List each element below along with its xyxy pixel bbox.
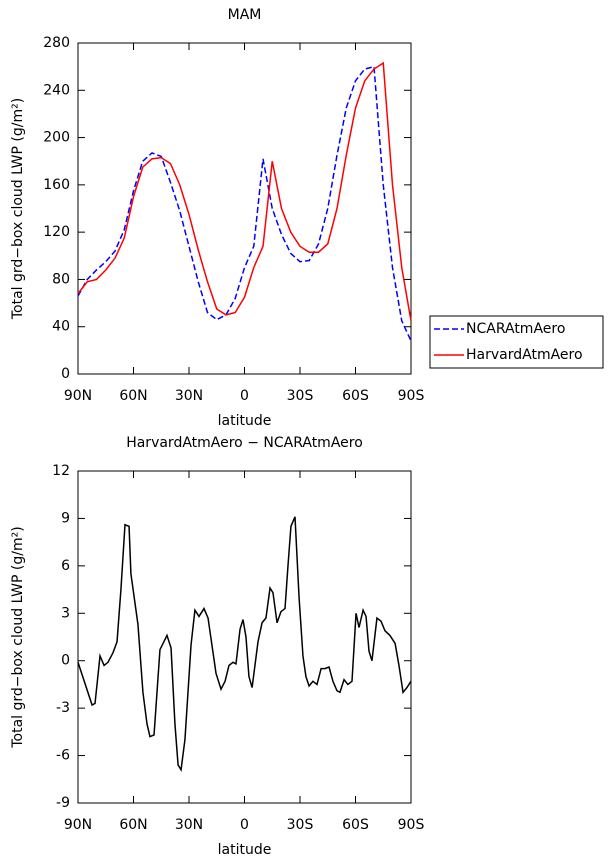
- x-tick-label: 60S: [342, 388, 369, 404]
- x-axis-label: latitude: [218, 413, 272, 429]
- x-tick-label: 60S: [342, 817, 369, 833]
- x-tick-label: 0: [240, 817, 249, 833]
- x-axis-label: latitude: [218, 842, 272, 858]
- y-tick-label: 0: [61, 366, 70, 382]
- chart-title: HarvardAtmAero − NCARAtmAero: [126, 435, 363, 451]
- y-tick-label: 9: [61, 510, 70, 526]
- x-tick-label: 60N: [119, 817, 147, 833]
- x-tick-label: 30N: [175, 388, 203, 404]
- chart-title: MAM: [228, 7, 262, 23]
- y-tick-label: 160: [43, 177, 70, 193]
- x-tick-label: 90N: [64, 388, 92, 404]
- x-tick-label: 30N: [175, 817, 203, 833]
- x-tick-label: 30S: [287, 817, 314, 833]
- y-tick-label: 280: [43, 35, 70, 51]
- y-tick-label: 240: [43, 82, 70, 98]
- y-tick-label: 0: [61, 653, 70, 669]
- x-tick-label: 30S: [287, 388, 314, 404]
- legend-label: HarvardAtmAero: [466, 347, 583, 363]
- y-tick-label: -9: [56, 795, 70, 811]
- legend-label: NCARAtmAero: [466, 321, 565, 337]
- x-tick-label: 90N: [64, 817, 92, 833]
- y-tick-label: 12: [52, 463, 70, 479]
- legend-box: [429, 315, 604, 369]
- x-tick-label: 60N: [119, 388, 147, 404]
- data-line: [77, 61, 412, 321]
- x-tick-label: 90S: [398, 817, 425, 833]
- y-tick-label: 80: [52, 271, 70, 287]
- plot-frame: [77, 470, 412, 804]
- x-tick-label: 90S: [398, 388, 425, 404]
- y-tick-label: 40: [52, 319, 70, 335]
- y-tick-label: 120: [43, 224, 70, 240]
- y-axis-label: Total grd−box cloud LWP (g/m²): [10, 98, 26, 320]
- y-axis-label: Total grd−box cloud LWP (g/m²): [10, 526, 26, 748]
- y-tick-label: -3: [56, 700, 70, 716]
- y-tick-label: 6: [61, 558, 70, 574]
- y-tick-label: -6: [56, 748, 70, 764]
- y-tick-label: 200: [43, 130, 70, 146]
- x-tick-label: 0: [240, 388, 249, 404]
- data-line: [77, 65, 412, 342]
- data-line: [77, 516, 412, 772]
- y-tick-label: 3: [61, 605, 70, 621]
